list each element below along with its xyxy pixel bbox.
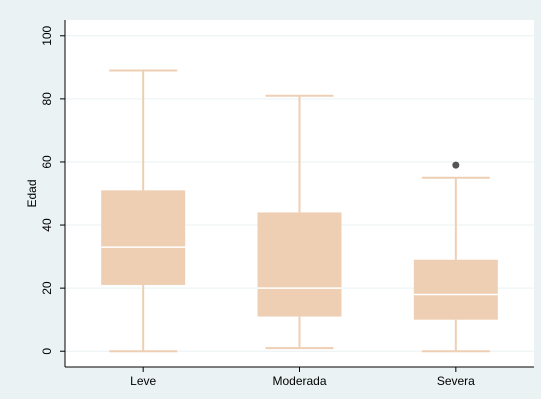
y-tick-label: 0: [40, 348, 54, 355]
iqr-box: [257, 212, 342, 317]
iqr-box: [101, 190, 186, 285]
x-tick-label: Severa: [437, 374, 475, 388]
y-tick-label: 40: [40, 218, 54, 232]
y-tick-label: 100: [40, 25, 54, 45]
boxes: [101, 69, 498, 353]
box-leve: [101, 69, 186, 353]
x-tick-label: Leve: [130, 374, 156, 388]
axes: 0 20 40 60 80 100 Leve Moderada Severa: [40, 20, 534, 388]
x-tick-label: Moderada: [272, 374, 326, 388]
box-moderada: [257, 94, 342, 350]
y-tick-label: 60: [40, 155, 54, 169]
y-axis-title: Edad: [25, 179, 39, 207]
outlier-point: [452, 161, 460, 169]
box-severa: [413, 161, 498, 353]
y-tick-label: 20: [40, 281, 54, 295]
y-tick-label: 80: [40, 92, 54, 106]
iqr-box: [413, 259, 498, 320]
